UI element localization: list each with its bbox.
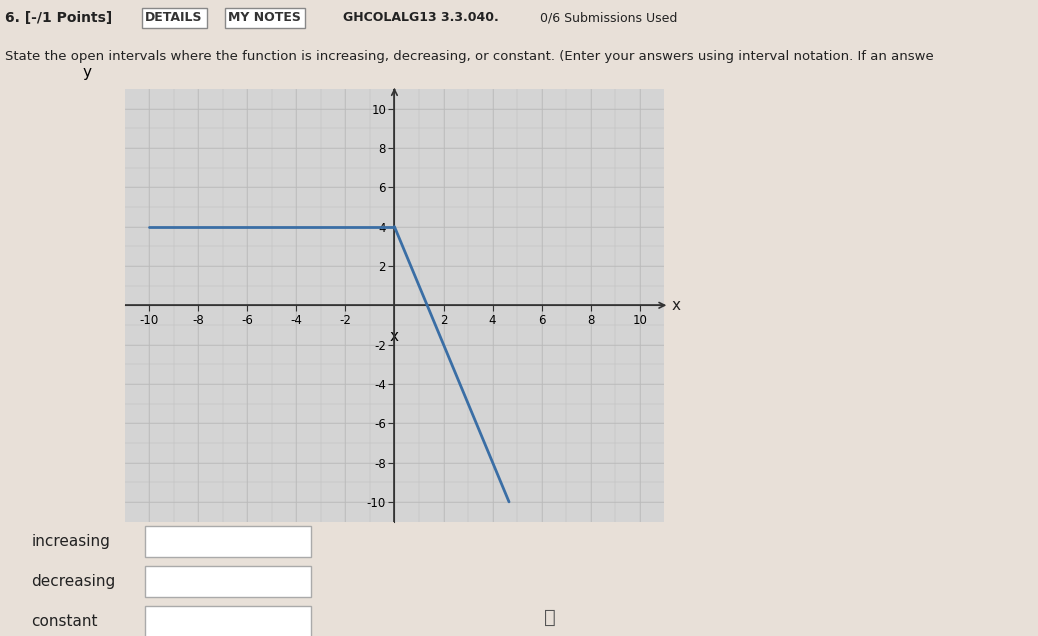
Y-axis label: y: y xyxy=(82,66,91,80)
Text: 6. [-/1 Points]: 6. [-/1 Points] xyxy=(5,11,112,25)
FancyBboxPatch shape xyxy=(145,566,311,597)
Text: MY NOTES: MY NOTES xyxy=(228,11,301,24)
Text: x: x xyxy=(672,298,681,313)
Text: constant: constant xyxy=(31,614,98,629)
Text: ⓘ: ⓘ xyxy=(544,609,556,627)
Text: DETAILS: DETAILS xyxy=(145,11,202,24)
X-axis label: x: x xyxy=(390,329,399,344)
Text: State the open intervals where the function is increasing, decreasing, or consta: State the open intervals where the funct… xyxy=(5,50,934,62)
Text: GHCOLALG13 3.3.040.: GHCOLALG13 3.3.040. xyxy=(343,11,498,24)
Text: decreasing: decreasing xyxy=(31,574,115,589)
FancyBboxPatch shape xyxy=(145,526,311,557)
Text: increasing: increasing xyxy=(31,534,110,550)
Text: 0/6 Submissions Used: 0/6 Submissions Used xyxy=(540,11,677,24)
FancyBboxPatch shape xyxy=(145,605,311,636)
